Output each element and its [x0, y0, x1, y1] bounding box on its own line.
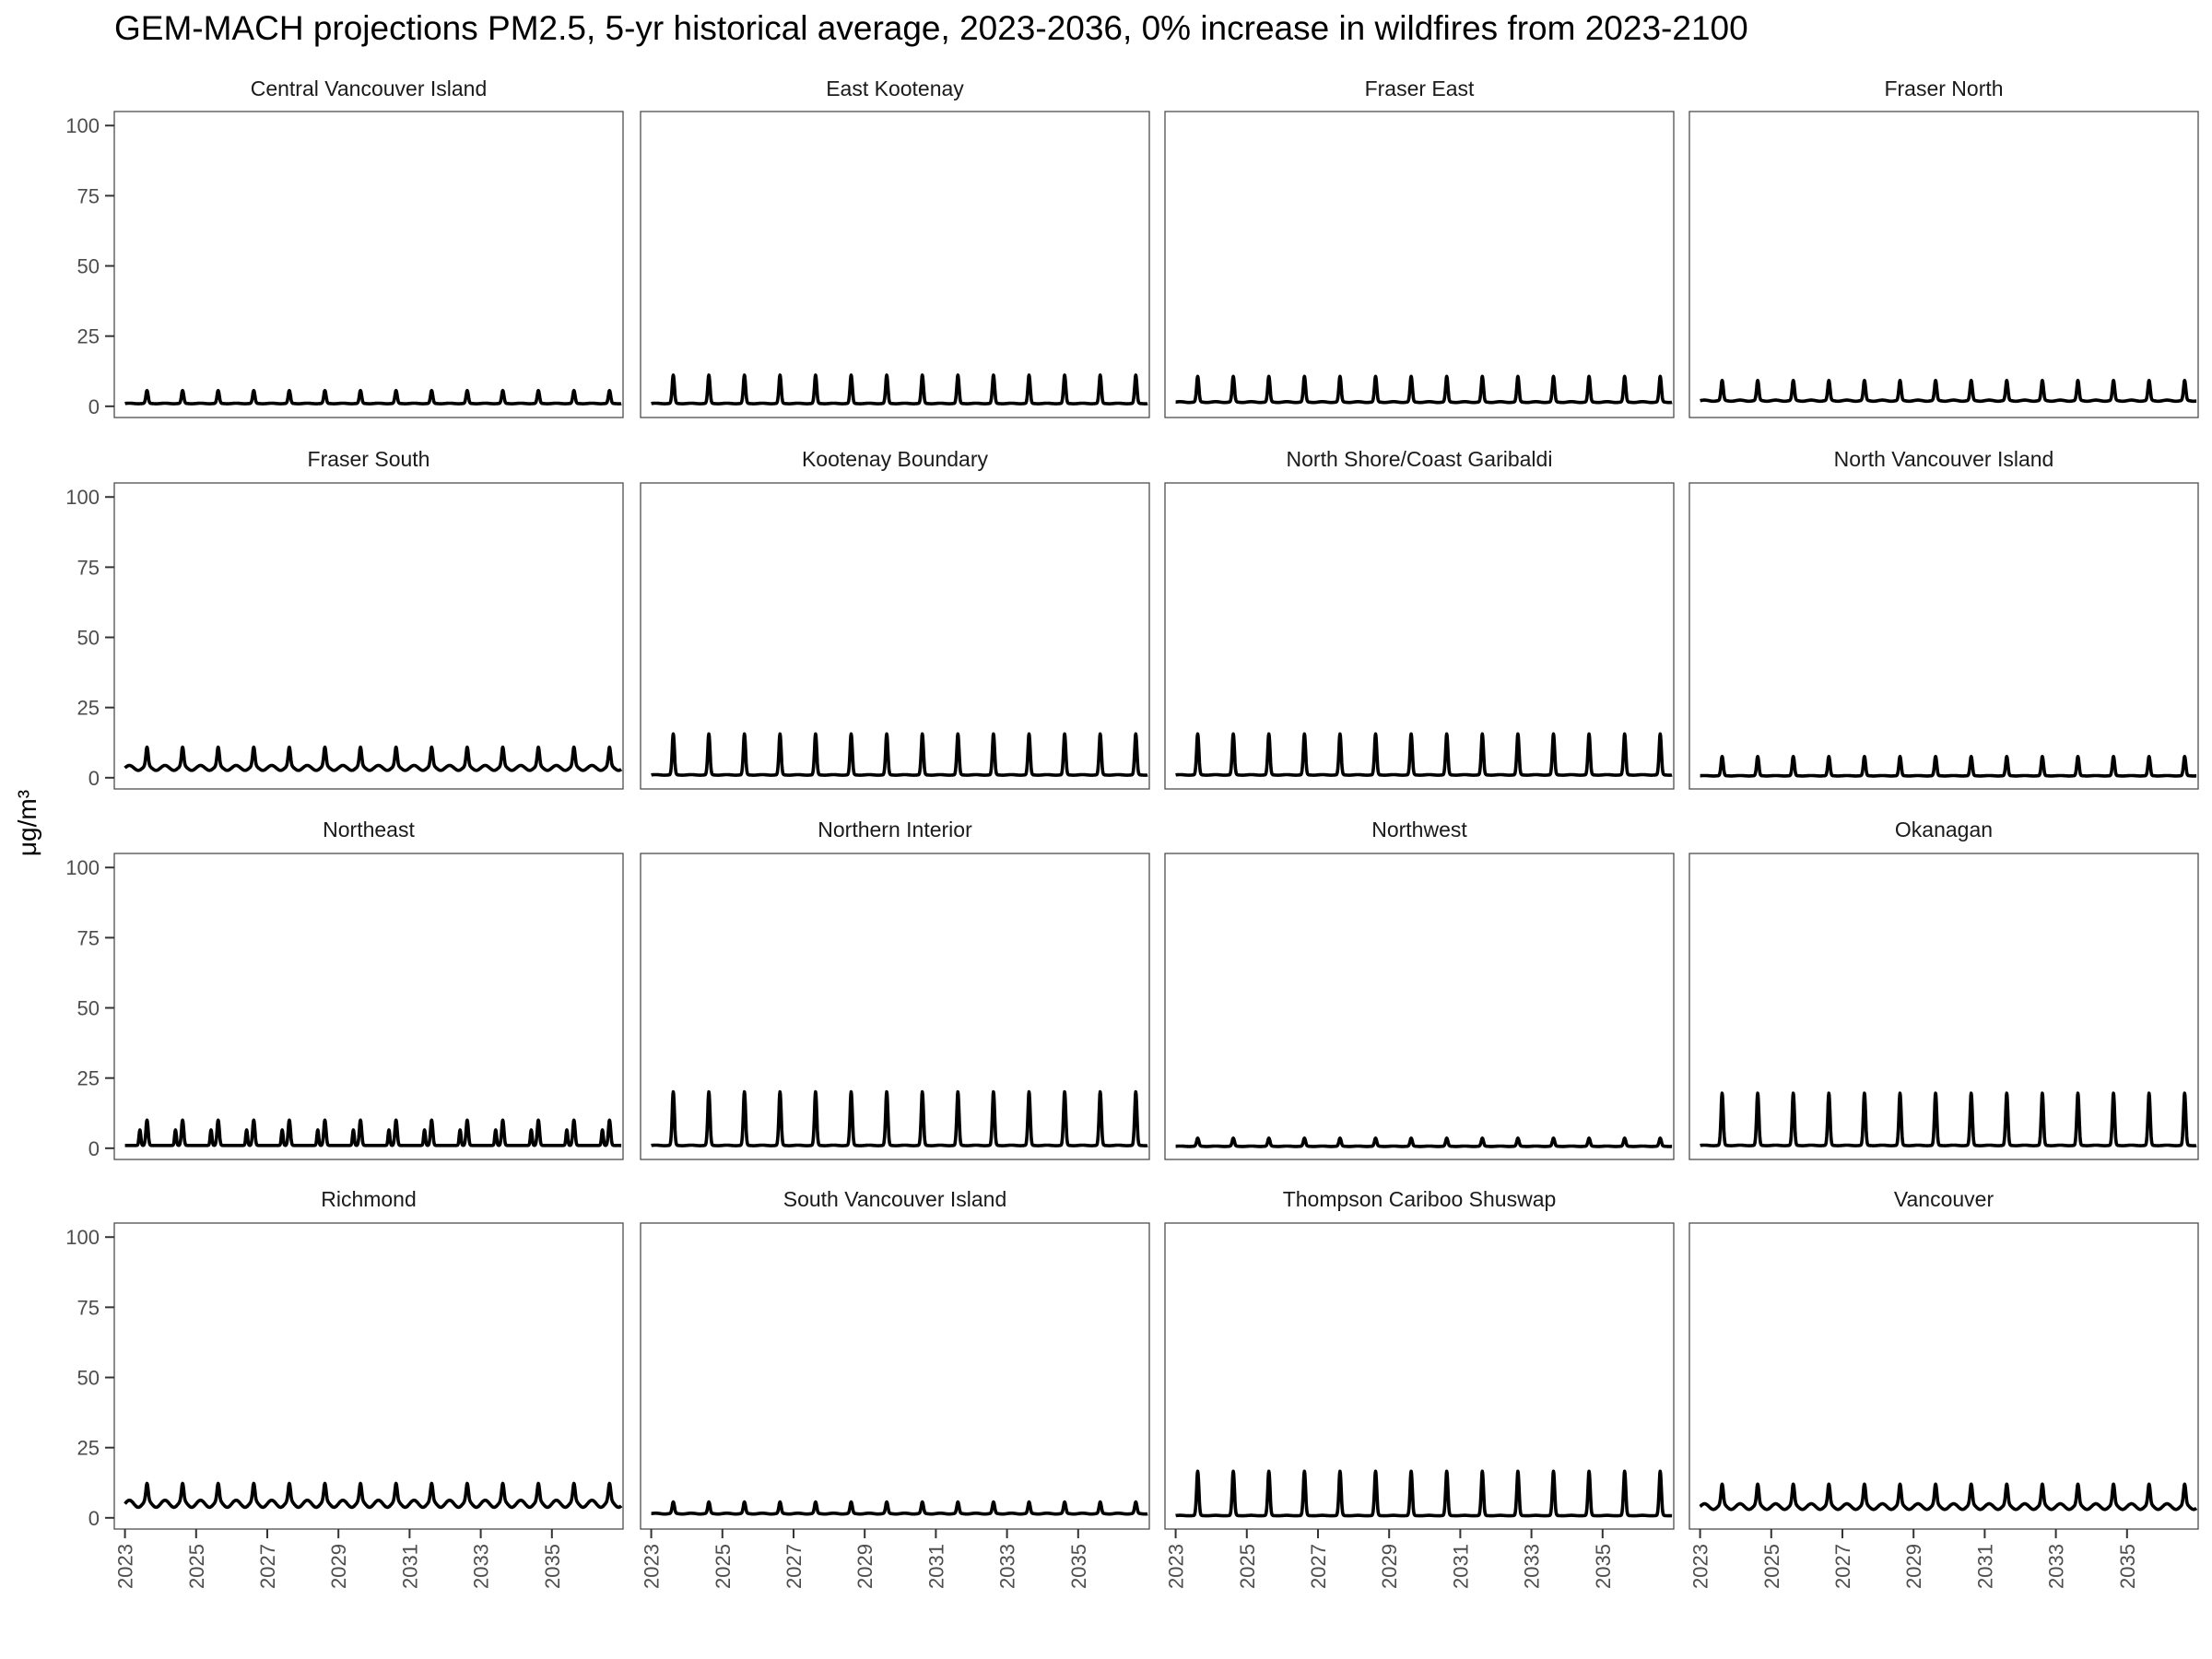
y-tick-label: 50	[77, 627, 100, 650]
x-tick-label: 2029	[853, 1544, 877, 1589]
x-tick-label: 2023	[641, 1544, 664, 1589]
panel-title: Kootenay Boundary	[802, 447, 989, 471]
y-tick-label: 75	[77, 926, 100, 949]
panel-frame	[113, 1222, 624, 1530]
x-tick-label: 2035	[2116, 1544, 2139, 1589]
y-tick-label: 50	[77, 997, 100, 1020]
panel-frame	[113, 482, 624, 790]
panel-title: North Vancouver Island	[1834, 447, 2054, 471]
y-tick-label: 0	[88, 767, 100, 790]
panel-title: Vancouver	[1894, 1187, 1994, 1211]
y-tick-label: 75	[77, 184, 100, 207]
series-line	[1174, 1469, 1674, 1518]
series-line	[1699, 378, 2198, 404]
x-tick-label: 2033	[996, 1544, 1019, 1589]
y-tick-label: 25	[77, 1437, 100, 1460]
x-tick-label: 2023	[114, 1544, 137, 1589]
panel-title: Fraser East	[1365, 76, 1475, 100]
y-tick-label: 25	[77, 697, 100, 720]
series-line	[1699, 1091, 2198, 1147]
x-tick-label: 2035	[541, 1544, 564, 1589]
x-tick-label: 2033	[2045, 1544, 2068, 1589]
x-tick-label: 2025	[1760, 1544, 1783, 1589]
panel-title: East Kootenay	[826, 76, 964, 100]
series-line	[124, 745, 623, 772]
y-tick-label: 100	[65, 114, 100, 137]
panel-title: Northern Interior	[818, 818, 972, 841]
x-tick-label: 2035	[1067, 1544, 1090, 1589]
series-line	[650, 732, 1149, 777]
series-line	[1699, 754, 2198, 778]
panel-frame	[640, 853, 1150, 1160]
panel-frame	[1164, 1222, 1675, 1530]
series-line	[124, 388, 623, 406]
x-tick-label: 2027	[256, 1544, 279, 1589]
panel-title: Thompson Cariboo Shuswap	[1283, 1187, 1557, 1211]
panel-frame	[113, 853, 624, 1160]
panel-title: North Shore/Coast Garibaldi	[1287, 447, 1553, 471]
x-tick-label: 2027	[782, 1544, 806, 1589]
panel-frame	[640, 111, 1150, 418]
y-tick-label: 50	[77, 255, 100, 278]
chart-title: GEM-MACH projections PM2.5, 5-yr histori…	[114, 9, 1748, 47]
y-tick-label: 25	[77, 325, 100, 348]
series-line	[650, 373, 1149, 406]
y-tick-label: 50	[77, 1367, 100, 1390]
panel-frame	[1164, 111, 1675, 418]
panel-title: Okanagan	[1895, 818, 1993, 841]
x-tick-label: 2033	[470, 1544, 493, 1589]
y-tick-label: 100	[65, 856, 100, 879]
x-tick-label: 2029	[1378, 1544, 1401, 1589]
panel-title: Central Vancouver Island	[251, 76, 488, 100]
x-tick-label: 2031	[924, 1544, 947, 1589]
x-tick-label: 2035	[1592, 1544, 1615, 1589]
panel-title: Fraser South	[308, 447, 430, 471]
series-line	[1699, 1482, 2198, 1512]
y-tick-label: 75	[77, 556, 100, 579]
y-tick-label: 0	[88, 1137, 100, 1160]
x-tick-label: 2025	[185, 1544, 208, 1589]
y-tick-label: 0	[88, 395, 100, 418]
x-tick-label: 2033	[1521, 1544, 1544, 1589]
panel-frame	[1164, 482, 1675, 790]
x-tick-label: 2029	[327, 1544, 350, 1589]
x-tick-label: 2031	[1449, 1544, 1472, 1589]
series-line	[1174, 1136, 1674, 1148]
y-tick-label: 25	[77, 1067, 100, 1090]
panel-title: Richmond	[321, 1187, 417, 1211]
x-tick-label: 2027	[1831, 1544, 1854, 1589]
y-tick-label: 0	[88, 1507, 100, 1530]
panel-frame	[113, 111, 624, 418]
panel-frame	[640, 1222, 1150, 1530]
x-tick-label: 2025	[712, 1544, 735, 1589]
y-tick-label: 100	[65, 486, 100, 509]
series-line	[1174, 374, 1674, 405]
panel-title: Northeast	[323, 818, 415, 841]
series-line	[650, 1089, 1149, 1147]
x-tick-label: 2029	[1902, 1544, 1925, 1589]
panel-frame	[1688, 853, 2199, 1160]
panel-frame	[1688, 482, 2199, 790]
x-tick-label: 2031	[1973, 1544, 1996, 1589]
panel-title: Fraser North	[1884, 76, 2003, 100]
series-line	[650, 1500, 1149, 1516]
series-line	[124, 1118, 623, 1147]
panel-frame	[1164, 853, 1675, 1160]
x-tick-label: 2027	[1307, 1544, 1330, 1589]
panel-frame	[1688, 111, 2199, 418]
series-line	[124, 1481, 623, 1510]
x-tick-label: 2023	[1689, 1544, 1712, 1589]
y-tick-label: 100	[65, 1226, 100, 1249]
x-tick-label: 2031	[398, 1544, 421, 1589]
panel-title: South Vancouver Island	[783, 1187, 1007, 1211]
series-line	[1174, 732, 1674, 777]
y-tick-label: 75	[77, 1296, 100, 1319]
panel-frame	[1688, 1222, 2199, 1530]
x-tick-label: 2023	[1165, 1544, 1188, 1589]
panel-title: Northwest	[1371, 818, 1467, 841]
x-tick-label: 2025	[1236, 1544, 1259, 1589]
panel-frame	[640, 482, 1150, 790]
